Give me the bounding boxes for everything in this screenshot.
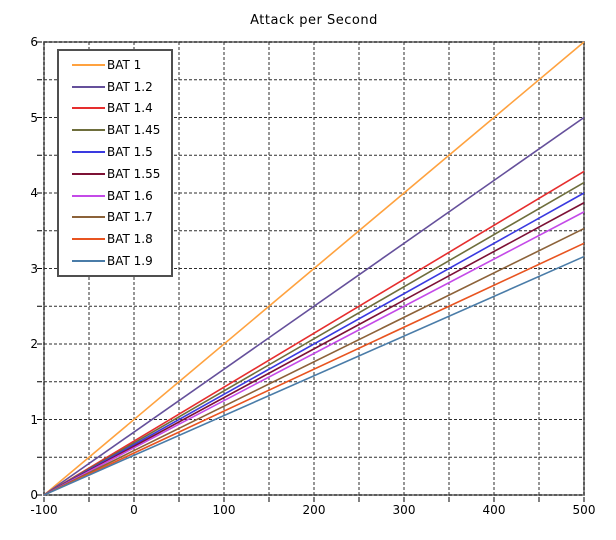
legend-label: BAT 1	[107, 57, 142, 72]
x-tick-label: 200	[302, 503, 326, 517]
legend-item: BAT 1.9	[59, 250, 171, 272]
legend-item: BAT 1.55	[59, 163, 171, 185]
legend-item: BAT 1.2	[59, 76, 171, 98]
y-tick-label: 0	[30, 488, 38, 502]
legend-item: BAT 1.7	[59, 207, 171, 229]
series-line	[43, 116, 585, 496]
legend-line-swatch	[72, 238, 105, 241]
legend-item: BAT 1.45	[59, 119, 171, 141]
legend-label: BAT 1.2	[107, 79, 153, 94]
series-line	[43, 202, 585, 496]
legend-label: BAT 1.9	[107, 254, 153, 269]
x-tick-label: 100	[212, 503, 236, 517]
legend-line-swatch	[72, 63, 105, 66]
legend-label: BAT 1.5	[107, 145, 153, 160]
legend-label: BAT 1.55	[107, 166, 161, 181]
legend-label: BAT 1.6	[107, 188, 153, 203]
y-tick-label: 1	[30, 412, 38, 427]
x-tick-label: 400	[482, 503, 506, 517]
y-tick-label: 5	[30, 110, 38, 125]
legend-label: BAT 1.45	[107, 123, 161, 138]
y-tick-label: 3	[30, 261, 38, 276]
series-line	[43, 255, 585, 496]
legend-line-swatch	[72, 85, 105, 88]
legend: BAT 1 BAT 1.2 BAT 1.4 BAT 1.45 BAT 1.5 BAT 1.…	[57, 49, 173, 277]
series-line	[43, 211, 585, 496]
legend-label: BAT 1.4	[107, 101, 153, 116]
legend-line-swatch	[72, 151, 105, 154]
legend-line-swatch	[72, 260, 105, 263]
y-tick-label: 2	[30, 337, 38, 351]
legend-item: BAT 1.4	[59, 98, 171, 120]
legend-item: BAT 1	[59, 54, 171, 76]
y-tick-label: 6	[30, 35, 38, 49]
series-line	[43, 170, 585, 496]
legend-item: BAT 1.6	[59, 185, 171, 207]
legend-label: BAT 1.8	[107, 232, 153, 247]
x-tick-label: 500	[572, 503, 596, 517]
series-line	[43, 192, 585, 496]
x-tick-label: 300	[392, 503, 416, 517]
legend-line-swatch	[72, 194, 105, 197]
legend-line-swatch	[72, 172, 105, 175]
legend-label: BAT 1.7	[107, 210, 153, 225]
x-tick-label: 0	[130, 503, 138, 517]
x-tick-label: -100	[30, 503, 58, 517]
legend-item: BAT 1.8	[59, 228, 171, 250]
y-tick-label: 4	[30, 186, 38, 200]
legend-item: BAT 1.5	[59, 141, 171, 163]
series-line	[43, 242, 585, 496]
series-line	[43, 227, 585, 496]
legend-line-swatch	[72, 107, 105, 110]
chart-title: Attack per Second	[250, 13, 378, 28]
legend-line-swatch	[72, 216, 105, 219]
series-line	[43, 181, 585, 496]
legend-line-swatch	[72, 129, 105, 132]
series-line	[43, 41, 585, 496]
